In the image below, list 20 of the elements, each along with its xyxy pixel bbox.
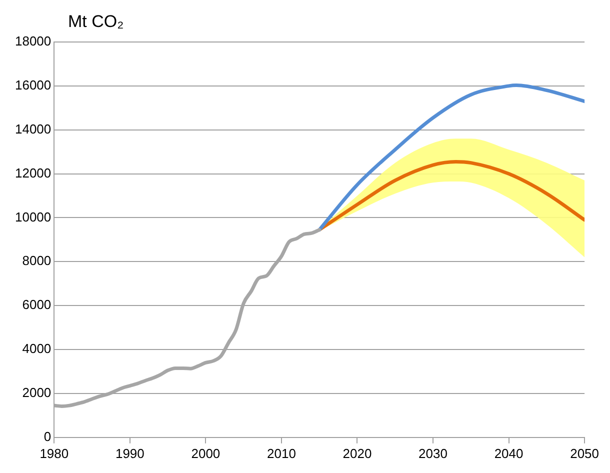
x-tick-label: 2020	[342, 446, 372, 461]
y-tick-label: 2000	[22, 385, 52, 400]
y-tick-label: 16000	[14, 78, 52, 93]
y-tick-label: 6000	[22, 297, 52, 312]
y-tick-label: 18000	[14, 34, 52, 49]
x-tick-label: 1990	[115, 446, 144, 461]
y-tick-label: 0	[44, 428, 52, 444]
x-tick-label: 2030	[418, 446, 448, 461]
x-tick-label: 2050	[570, 446, 599, 461]
y-tick-label: 4000	[22, 341, 52, 356]
y-tick-label: 14000	[14, 121, 52, 136]
x-tick-label: 2000	[191, 446, 220, 461]
x-tick-label: 1980	[40, 446, 69, 461]
line-series	[318, 84, 585, 232]
x-tick-label: 2040	[494, 446, 524, 461]
x-tick-label: 2010	[267, 446, 296, 461]
y-axis-title: Mt CO₂	[68, 12, 124, 32]
y-tick-label: 12000	[14, 165, 52, 180]
y-tick-label: 10000	[14, 209, 52, 224]
y-tick-label: 8000	[22, 253, 52, 268]
